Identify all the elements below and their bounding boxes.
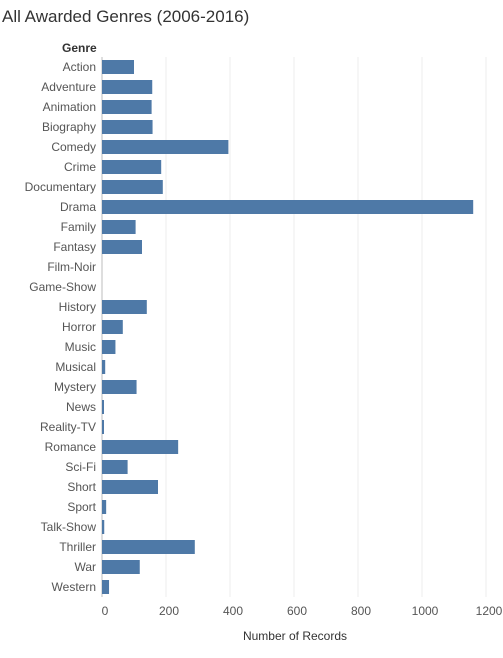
category-label: Fantasy xyxy=(53,240,96,254)
category-label: Musical xyxy=(55,360,96,374)
bar-family[interactable] xyxy=(102,220,136,234)
bar-romance[interactable] xyxy=(102,440,179,454)
category-label: Short xyxy=(67,480,96,494)
bar-sport[interactable] xyxy=(102,500,107,514)
category-label: Biography xyxy=(42,120,96,134)
category-label: Reality-TV xyxy=(40,420,96,434)
category-label: Family xyxy=(61,220,96,234)
bar-action[interactable] xyxy=(102,60,134,74)
category-label: Drama xyxy=(60,200,96,214)
bar-documentary[interactable] xyxy=(102,180,163,194)
bar-thriller[interactable] xyxy=(102,540,195,554)
x-tick-label: 0 xyxy=(102,604,109,618)
x-tick-label: 600 xyxy=(287,604,307,618)
category-label: Thriller xyxy=(59,540,96,554)
bar-musical[interactable] xyxy=(102,360,106,374)
bar-biography[interactable] xyxy=(102,120,153,134)
category-label: Animation xyxy=(43,100,96,114)
bar-short[interactable] xyxy=(102,480,158,494)
category-label: Mystery xyxy=(54,380,96,394)
category-label: Adventure xyxy=(41,80,96,94)
bar-sci-fi[interactable] xyxy=(102,460,128,474)
bar-reality-tv[interactable] xyxy=(102,420,104,434)
category-label: War xyxy=(74,560,96,574)
chart-title: All Awarded Genres (2006-2016) xyxy=(2,7,250,26)
bar-music[interactable] xyxy=(102,340,116,354)
category-label: Sport xyxy=(67,500,96,514)
bar-news[interactable] xyxy=(102,400,104,414)
category-label: Documentary xyxy=(25,180,96,194)
category-label: Action xyxy=(63,60,96,74)
category-label: Game-Show xyxy=(29,280,96,294)
category-label: Romance xyxy=(45,440,97,454)
x-tick-label: 800 xyxy=(351,604,371,618)
category-label: Sci-Fi xyxy=(65,460,96,474)
category-label: Horror xyxy=(62,320,96,334)
row-header-genre: Genre xyxy=(62,41,97,55)
category-label: News xyxy=(66,400,96,414)
category-label: Western xyxy=(52,580,96,594)
bar-crime[interactable] xyxy=(102,160,162,174)
x-tick-label: 1000 xyxy=(412,604,439,618)
category-label: Crime xyxy=(64,160,96,174)
bar-animation[interactable] xyxy=(102,100,152,114)
bar-history[interactable] xyxy=(102,300,147,314)
category-label: Comedy xyxy=(51,140,96,154)
category-label: Film-Noir xyxy=(47,260,96,274)
bar-war[interactable] xyxy=(102,560,140,574)
category-label: History xyxy=(59,300,96,314)
bar-fantasy[interactable] xyxy=(102,240,142,254)
category-label: Music xyxy=(65,340,96,354)
x-tick-label: 200 xyxy=(159,604,179,618)
bar-mystery[interactable] xyxy=(102,380,137,394)
bar-adventure[interactable] xyxy=(102,80,153,94)
category-label: Talk-Show xyxy=(41,520,97,534)
bar-western[interactable] xyxy=(102,580,110,594)
x-axis-title: Number of Records xyxy=(243,629,347,643)
bar-comedy[interactable] xyxy=(102,140,229,154)
bar-horror[interactable] xyxy=(102,320,123,334)
x-tick-label: 1200 xyxy=(476,604,503,618)
bar-talk-show[interactable] xyxy=(102,520,105,534)
bar-drama[interactable] xyxy=(102,200,474,214)
x-tick-label: 400 xyxy=(223,604,243,618)
